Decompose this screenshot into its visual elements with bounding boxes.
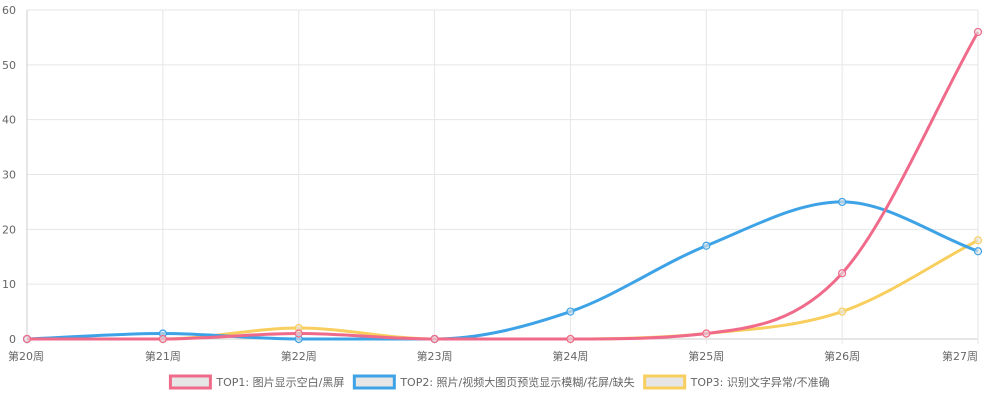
x-tick-label: 第27周 xyxy=(942,349,978,363)
data-point xyxy=(973,27,983,37)
y-tick-label: 30 xyxy=(2,169,16,182)
data-point xyxy=(702,329,711,338)
data-point xyxy=(702,241,711,250)
x-tick-label: 第26周 xyxy=(824,349,860,363)
y-tick-label: 50 xyxy=(2,59,16,72)
x-tick-label: 第21周 xyxy=(145,349,181,363)
series-line xyxy=(27,238,979,341)
x-tick-label: 第25周 xyxy=(688,349,724,363)
legend-swatch xyxy=(643,374,687,390)
data-point xyxy=(22,334,32,344)
legend-swatch xyxy=(168,374,212,390)
y-tick-label: 0 xyxy=(9,333,16,346)
data-point xyxy=(294,329,303,338)
series-layer xyxy=(22,27,983,344)
grid-layer xyxy=(26,9,979,344)
series-line xyxy=(26,200,979,341)
y-tick-label: 60 xyxy=(2,4,16,17)
legend-swatch xyxy=(352,374,396,390)
x-tick-label: 第20周 xyxy=(8,349,44,363)
x-tick-label: 第24周 xyxy=(552,349,588,363)
data-point xyxy=(973,236,983,245)
data-point xyxy=(430,334,439,344)
x-tick-label: 第22周 xyxy=(281,349,317,363)
legend-item[interactable]: TOP3: 识别文字异常/不准确 xyxy=(643,374,830,390)
y-tick-label: 20 xyxy=(2,223,16,236)
data-point xyxy=(838,197,847,207)
legend-item[interactable]: TOP1: 图片显示空白/黑屏 xyxy=(168,374,344,390)
axis-layer: 0 10 20 30 40 50 60 第20周 第21周 第22周 第23周 第24周 第25周 第26… xyxy=(2,4,978,363)
data-point xyxy=(158,334,167,344)
data-point xyxy=(838,307,847,316)
legend[interactable]: TOP1: 图片显示空白/黑屏 TOP2: 照片/视频大图页预览显示模糊/花屏/缺… xyxy=(168,374,830,390)
data-point xyxy=(566,334,575,344)
legend-label: TOP1: 图片显示空白/黑屏 xyxy=(215,375,344,389)
legend-label: TOP2: 照片/视频大图页预览显示模糊/花屏/缺失 xyxy=(399,375,634,389)
data-point xyxy=(566,307,575,316)
series-line xyxy=(27,31,980,341)
y-tick-label: 10 xyxy=(2,278,16,291)
y-tick-label: 40 xyxy=(2,114,16,127)
legend-label: TOP3: 识别文字异常/不准确 xyxy=(690,375,830,389)
data-point xyxy=(838,269,847,278)
data-point xyxy=(973,247,983,256)
x-tick-label: 第23周 xyxy=(417,349,453,363)
legend-item[interactable]: TOP2: 照片/视频大图页预览显示模糊/花屏/缺失 xyxy=(352,374,635,390)
